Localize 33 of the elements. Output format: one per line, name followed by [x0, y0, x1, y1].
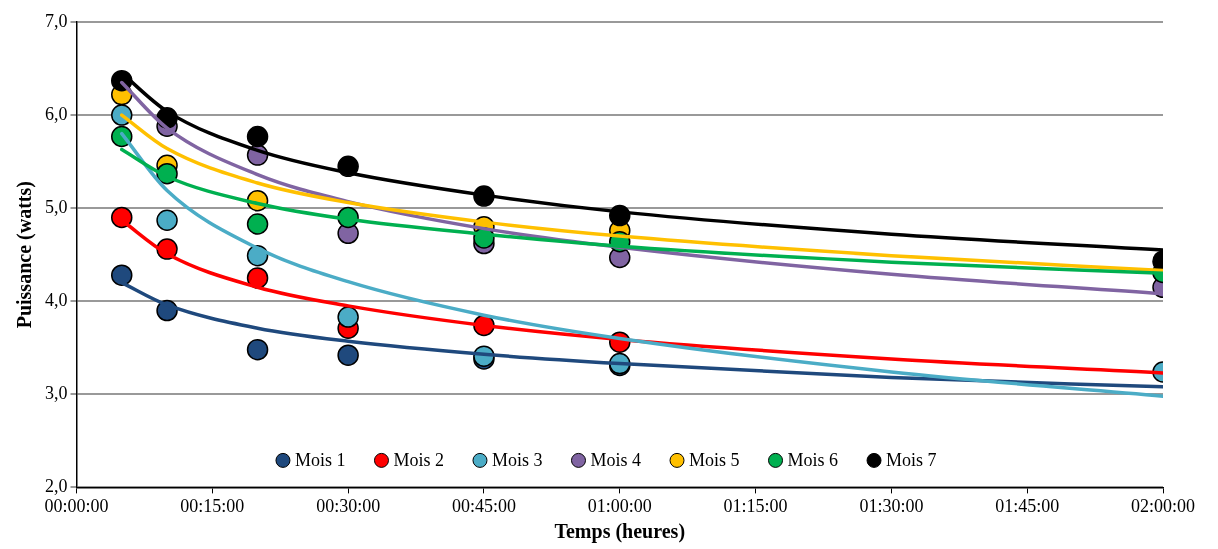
y-tick-label: 3,0	[45, 383, 68, 404]
point	[246, 267, 269, 289]
legend-label: Mois 4	[590, 450, 642, 471]
point	[111, 264, 133, 286]
x-tick-label: 00:00:00	[44, 495, 109, 516]
legend-label: Mois 7	[886, 450, 937, 471]
x-tick-label: 01:30:00	[859, 495, 924, 516]
point	[246, 125, 269, 148]
y-tick-label: 6,0	[45, 103, 68, 124]
legend-label: Mois 1	[294, 450, 346, 471]
x-tick-label: 00:45:00	[451, 495, 516, 516]
point	[156, 209, 178, 232]
y-tick-label: 7,0	[45, 10, 68, 31]
point	[337, 344, 359, 366]
x-tick-label: 01:15:00	[723, 495, 788, 516]
x-tick-label: 01:45:00	[995, 495, 1060, 516]
point	[337, 306, 359, 328]
point	[246, 338, 269, 361]
x-tick-label: 01:00:00	[587, 495, 652, 516]
x-tick-label: 00:30:00	[316, 495, 381, 516]
legend-label: Mois 3	[491, 450, 543, 471]
legend-label: Mois 5	[689, 450, 740, 471]
y-tick-label: 2,0	[45, 476, 68, 497]
point	[246, 213, 269, 235]
x-axis-title: Temps (heures)	[554, 520, 686, 544]
point	[111, 206, 133, 229]
legend-label: Mois 6	[787, 450, 839, 471]
legend-label: Mois 2	[393, 450, 444, 471]
x-tick-label: 00:15:00	[180, 495, 245, 516]
y-tick-label: 4,0	[45, 289, 68, 310]
x-tick-label: 02:00:00	[1130, 495, 1196, 516]
y-axis-title: Puissance (watts)	[13, 181, 37, 329]
y-tick-label: 5,0	[45, 196, 68, 217]
